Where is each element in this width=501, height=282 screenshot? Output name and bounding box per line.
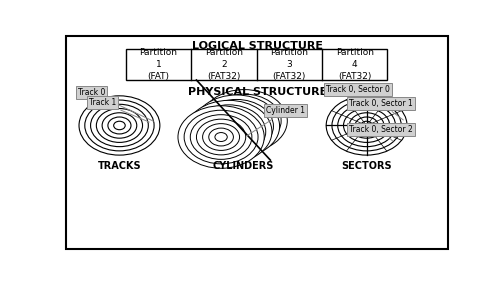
Text: Partition
4
(FAT32): Partition 4 (FAT32) (335, 48, 373, 81)
Ellipse shape (343, 109, 389, 142)
Ellipse shape (210, 118, 247, 145)
Ellipse shape (349, 113, 383, 138)
Ellipse shape (204, 114, 253, 149)
Ellipse shape (184, 110, 258, 164)
Ellipse shape (231, 112, 256, 130)
Text: PHYSICAL STRUCTURE: PHYSICAL STRUCTURE (187, 87, 326, 97)
Text: Track 0, Sector 0: Track 0, Sector 0 (325, 85, 389, 97)
Ellipse shape (360, 121, 372, 130)
Ellipse shape (185, 100, 272, 163)
Ellipse shape (224, 117, 248, 135)
Ellipse shape (219, 103, 269, 139)
Bar (125, 49, 387, 80)
Text: SECTORS: SECTORS (341, 160, 391, 171)
Ellipse shape (202, 124, 239, 150)
Ellipse shape (96, 109, 142, 142)
Ellipse shape (237, 116, 250, 125)
Ellipse shape (216, 123, 240, 140)
Text: Cylinder 1: Cylinder 1 (247, 106, 304, 136)
Ellipse shape (225, 107, 262, 134)
Ellipse shape (196, 119, 245, 155)
Text: Track 0, Sector 2: Track 0, Sector 2 (348, 125, 412, 141)
Text: LOGICAL STRUCTURE: LOGICAL STRUCTURE (191, 41, 322, 51)
Text: Track 1: Track 1 (89, 98, 149, 122)
Text: Partition
3
(FAT32): Partition 3 (FAT32) (270, 48, 308, 81)
Ellipse shape (205, 104, 267, 149)
Ellipse shape (191, 105, 265, 158)
Ellipse shape (211, 108, 261, 144)
Ellipse shape (207, 94, 281, 148)
Ellipse shape (108, 117, 131, 134)
Text: Partition
1
(FAT): Partition 1 (FAT) (139, 48, 177, 81)
Ellipse shape (217, 113, 255, 140)
Text: CYLINDERS: CYLINDERS (212, 160, 274, 171)
Ellipse shape (190, 115, 252, 159)
Text: Partition
2
(FAT32): Partition 2 (FAT32) (204, 48, 242, 81)
Ellipse shape (113, 121, 125, 130)
Ellipse shape (201, 90, 287, 152)
Ellipse shape (208, 128, 233, 146)
Text: Track 0: Track 0 (78, 88, 153, 121)
Text: TRACKS: TRACKS (97, 160, 141, 171)
Ellipse shape (331, 100, 400, 151)
Ellipse shape (102, 113, 136, 138)
Text: Track 0, Sector 1: Track 0, Sector 1 (348, 99, 412, 120)
Ellipse shape (213, 98, 275, 143)
Ellipse shape (193, 95, 279, 158)
Ellipse shape (85, 100, 154, 151)
Ellipse shape (354, 117, 377, 134)
Ellipse shape (197, 109, 259, 154)
Ellipse shape (326, 96, 406, 155)
Ellipse shape (199, 100, 273, 153)
Ellipse shape (337, 104, 395, 147)
Ellipse shape (178, 106, 264, 168)
Ellipse shape (79, 96, 159, 155)
Ellipse shape (90, 104, 148, 147)
Ellipse shape (214, 133, 227, 142)
Ellipse shape (230, 122, 242, 131)
Ellipse shape (222, 127, 234, 136)
